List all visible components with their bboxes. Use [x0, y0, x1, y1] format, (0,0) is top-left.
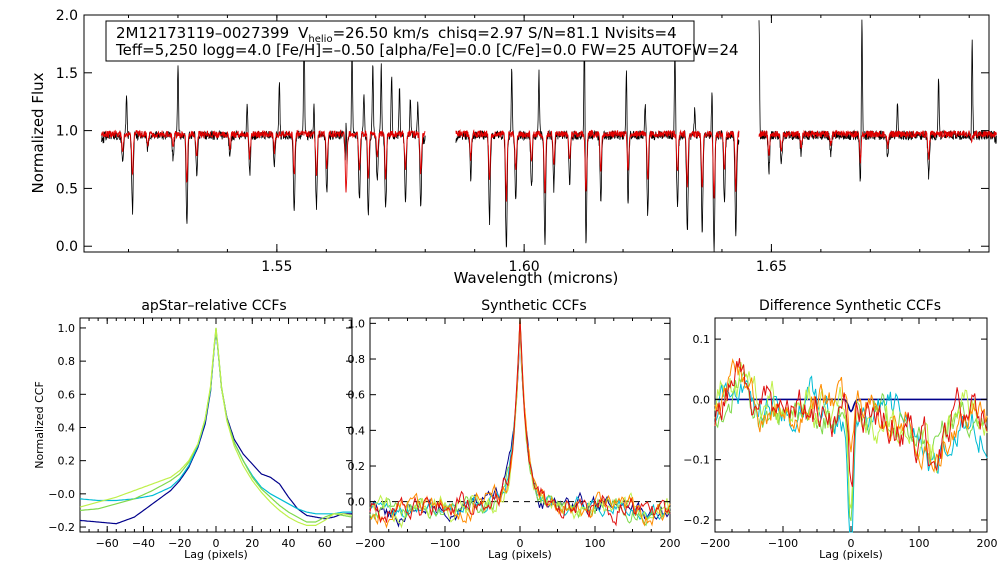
ccf-line-ccf-2: [79, 329, 352, 515]
y-tick-label: 0.4: [348, 424, 366, 437]
x-tick-label: −40: [132, 537, 155, 550]
y-tick-label: 0.6: [58, 388, 76, 401]
annotation-star-id: 2M12173119–0027399: [116, 24, 289, 42]
x-tick-label: 1.55: [261, 259, 292, 275]
annotation-line-1: 2M12173119–0027399 Vhelio=26.50 km/s chisq…: [116, 24, 677, 45]
y-tick-label: 1.0: [348, 317, 366, 330]
x-tick-label: 40: [282, 537, 296, 550]
spectrum-annotation-box: 2M12173119–0027399 Vhelio=26.50 km/s chisq…: [105, 20, 739, 62]
difference-ccf-title: Difference Synthetic CCFs: [759, 298, 941, 314]
x-tick-label: 1.60: [509, 259, 540, 275]
x-tick-label: 1.65: [756, 259, 787, 275]
spectrum-line-model-spectrum-chip-1: [100, 129, 426, 193]
ccf-line-ccf-3: [79, 327, 353, 523]
annotation-frame: [105, 20, 695, 62]
synthetic-ccf-x-axis-label: Lag (pixels): [488, 548, 552, 561]
x-tick-label: −100: [768, 537, 798, 550]
spectrum-ticks: 1.55 1.60 1.65 0.0 0.5 1.0 1.5 2.0: [56, 8, 989, 275]
y-tick-label: 1.0: [58, 322, 76, 335]
ccf-line-ccf-1: [79, 331, 352, 525]
x-tick-label: 200: [977, 537, 998, 550]
spectrum-series: [100, 19, 997, 253]
spectrum-panel: 1.55 1.60 1.65 0.0 0.5 1.0 1.5 2.0 Wavelength (…: [29, 8, 997, 287]
x-tick-label: −200: [700, 537, 730, 550]
difference-ccf-x-axis-label: Lag (pixels): [819, 548, 883, 561]
x-tick-label: 0: [517, 537, 524, 550]
y-tick-label: −0.1: [683, 454, 710, 467]
y-tick-label: 0.8: [58, 355, 76, 368]
ccf-line-ccf-4: [79, 327, 353, 527]
y-tick-label: 1.0: [56, 124, 78, 140]
apstar-ccf-ticks: −60 −40 −20 0 20 40 60 −0.2 −0.0 0.2 0.4 0.6 0.8 1.0: [48, 318, 353, 550]
difference-ccf-ticks: −200 −100 0 100 200 −0.2 −0.1 0.0 0.1: [683, 318, 998, 550]
x-tick-label: 0: [848, 537, 855, 550]
annotation-vhelio-subscript: helio: [308, 34, 332, 45]
y-tick-label: 0.0: [348, 496, 366, 509]
spectrum-line-model-spectrum-chip-3: [758, 129, 997, 164]
y-tick-label: 0.2: [348, 460, 366, 473]
spectrum-line-observed-spectrum-chip-3: [758, 19, 997, 182]
spectrum-x-axis-label: Wavelength (microns): [454, 269, 619, 287]
synthetic-line-synthetic-5: [369, 317, 671, 529]
spectrum-y-axis-label: Normalized Flux: [29, 72, 47, 193]
y-tick-label: 0.0: [56, 239, 78, 255]
difference-line-difference-3: [714, 371, 988, 522]
x-tick-label: 100: [909, 537, 930, 550]
difference-ccf-series: [714, 358, 988, 533]
annotation-fit-stats: chisq=2.97 S/N=81.1 Nvisits=4: [438, 24, 677, 42]
synthetic-ccf-ticks: −200 −100 0 100 200 0.0 0.2 0.4 0.6 0.8 1.0: [348, 317, 681, 550]
synthetic-line-synthetic-2: [369, 317, 671, 521]
spectrum-line-model-spectrum-chip-2: [455, 128, 740, 202]
y-tick-label: 0.0: [693, 393, 711, 406]
y-tick-label: −0.0: [48, 488, 75, 501]
apstar-ccf-x-axis-label: Lag (pixels): [184, 548, 248, 561]
x-tick-label: −200: [355, 537, 385, 550]
synthetic-ccf-panel: Synthetic CCFs −200 −100 0 100 200 0.0 0.2 0.4 0…: [348, 298, 681, 561]
y-tick-label: 0.2: [58, 455, 76, 468]
annotation-vhelio-value: =26.50 km/s: [333, 24, 430, 42]
x-tick-label: 0: [213, 537, 220, 550]
synthetic-line-synthetic-3: [369, 317, 671, 527]
difference-ccf-frame: [714, 317, 988, 533]
y-tick-label: 1.5: [56, 66, 78, 82]
y-tick-label: 0.5: [56, 181, 78, 197]
synthetic-ccf-title: Synthetic CCFs: [481, 298, 586, 314]
annotation-line-2: Teff=5,250 logg=4.0 [Fe/H]=–0.50 [alpha/…: [115, 41, 739, 59]
x-tick-label: −60: [96, 537, 119, 550]
x-tick-label: 60: [318, 537, 332, 550]
y-tick-label: 0.8: [348, 353, 366, 366]
apstar-ccf-series: [79, 327, 353, 527]
difference-ccf-panel: Difference Synthetic CCFs −200 −100 0 100 20…: [683, 298, 997, 561]
x-tick-label: 200: [660, 537, 681, 550]
difference-line-difference-6: [714, 358, 988, 487]
y-tick-label: −0.2: [48, 521, 75, 534]
apstar-ccf-panel: apStar–relative CCFs −60 −40 −20 0 20 40 60 −0.…: [33, 298, 353, 561]
x-tick-label: −100: [430, 537, 460, 550]
y-tick-label: 0.4: [58, 421, 76, 434]
apstar-ccf-y-axis-label: Normalized CCF: [33, 381, 46, 469]
difference-line-difference-5: [714, 358, 988, 473]
x-tick-label: −20: [168, 537, 191, 550]
apstar-ccf-title: apStar–relative CCFs: [141, 298, 286, 314]
y-tick-label: −0.2: [683, 514, 710, 527]
spectrum-line-observed-spectrum-chip-2: [455, 32, 740, 253]
annotation-vhelio-symbol: V: [298, 24, 309, 42]
y-tick-label: 0.1: [693, 333, 711, 346]
y-tick-label: 2.0: [56, 8, 78, 24]
x-tick-label: 20: [245, 537, 259, 550]
synthetic-line-synthetic-6: [369, 317, 671, 527]
synthetic-ccf-series: [369, 317, 671, 529]
x-tick-label: 100: [585, 537, 606, 550]
y-tick-label: 0.6: [348, 389, 366, 402]
